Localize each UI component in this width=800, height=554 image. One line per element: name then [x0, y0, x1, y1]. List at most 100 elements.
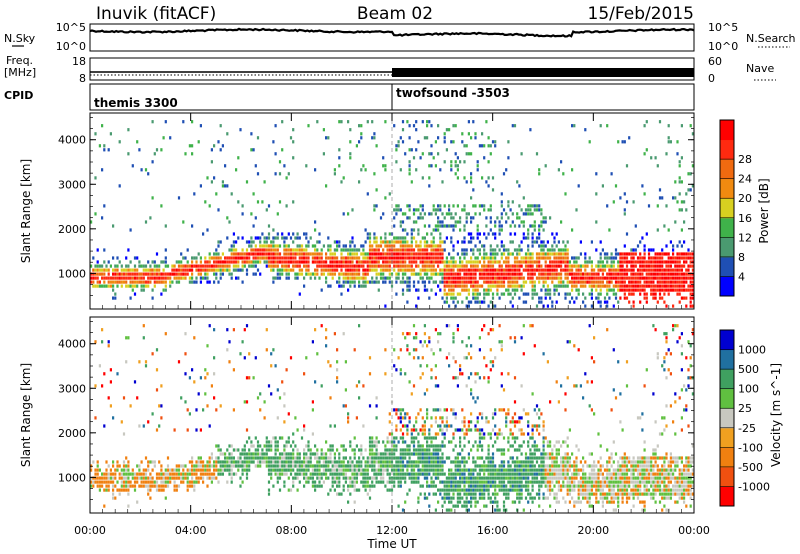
range-gate-cell [107, 464, 110, 468]
range-gate-cell [412, 448, 416, 452]
range-gate-cell [617, 140, 620, 144]
range-gate-cell [193, 480, 196, 484]
range-gate-cell [344, 248, 347, 252]
range-gate-cell [465, 152, 468, 156]
range-gate-cell [388, 192, 391, 196]
range-gate-cell [92, 284, 95, 288]
range-gate-cell [410, 480, 413, 484]
range-gate-cell [388, 268, 391, 272]
range-gate-cell [160, 484, 163, 488]
range-gate-cell [188, 276, 191, 280]
range-gate-cell [577, 272, 580, 276]
range-gate-cell [689, 280, 692, 284]
range-gate-cell [617, 280, 620, 284]
range-gate-cell [445, 280, 448, 284]
range-gate-cell [344, 404, 347, 408]
range-gate-cell [105, 284, 108, 288]
range-gate-cell [186, 428, 189, 432]
range-gate-cell [311, 452, 314, 456]
range-gate-cell [496, 432, 499, 436]
range-gate-cell [96, 460, 99, 464]
range-gate-cell [487, 284, 490, 288]
range-gate-cell [393, 452, 396, 456]
range-gate-cell [379, 464, 383, 468]
range-gate-cell [287, 248, 290, 252]
range-gate-cell [641, 260, 644, 264]
range-gate-cell [265, 348, 268, 352]
range-gate-cell [305, 244, 308, 248]
range-gate-cell [518, 272, 521, 276]
range-gate-cell [379, 456, 383, 460]
range-gate-cell [621, 276, 624, 280]
range-gate-cell [360, 168, 363, 172]
range-gate-cell [623, 284, 626, 288]
range-gate-cell [456, 376, 459, 380]
range-gate-cell [507, 284, 510, 288]
range-gate-cell [138, 472, 141, 476]
range-gate-cell [322, 152, 325, 156]
range-gate-cell [538, 256, 541, 260]
range-gate-cell [632, 284, 635, 288]
range-gate-cell [177, 272, 181, 276]
range-gate-cell [344, 256, 347, 260]
range-gate-cell [140, 476, 143, 480]
range-gate-cell [428, 340, 431, 344]
range-gate-cell [208, 472, 211, 476]
range-gate-cell [305, 236, 308, 240]
range-gate-cell [371, 280, 374, 284]
range-gate-cell [138, 424, 141, 428]
range-gate-cell [489, 348, 492, 352]
range-gate-cell [147, 464, 150, 468]
range-gate-cell [531, 292, 534, 296]
range-gate-cell [456, 284, 459, 288]
range-gate-cell [467, 456, 470, 460]
range-gate-cell [496, 292, 499, 296]
range-gate-cell [491, 284, 495, 288]
range-gate-cell [259, 456, 262, 460]
range-gate-cell [347, 264, 350, 268]
range-gate-cell [355, 476, 358, 480]
range-gate-cell [368, 484, 372, 488]
range-gate-cell [215, 456, 218, 460]
range-gate-cell [254, 452, 257, 456]
range-gate-cell [663, 284, 666, 288]
range-gate-cell [415, 420, 418, 424]
range-gate-cell [360, 132, 363, 136]
range-gate-cell [272, 244, 275, 248]
range-gate-cell [459, 228, 462, 232]
range-gate-cell [318, 264, 321, 268]
range-gate-cell [568, 292, 571, 296]
range-gate-cell [278, 396, 282, 400]
range-gate-cell [439, 220, 442, 224]
range-gate-cell [518, 264, 521, 268]
range-gate-cell [151, 352, 154, 356]
range-gate-cell [318, 472, 321, 476]
range-gate-cell [259, 260, 262, 264]
range-gate-cell [452, 448, 455, 452]
range-gate-cell [107, 476, 110, 480]
range-gate-cell [630, 284, 633, 288]
range-gate-cell [116, 276, 119, 280]
range-gate-cell [522, 232, 525, 236]
range-gate-cell [575, 276, 578, 280]
range-gate-cell [494, 232, 497, 236]
range-gate-cell [300, 464, 304, 468]
range-gate-cell [393, 464, 396, 468]
range-gate-cell [588, 260, 591, 264]
range-gate-cell [300, 436, 304, 440]
range-gate-cell [186, 248, 189, 252]
range-gate-cell [538, 208, 541, 212]
range-gate-cell [566, 240, 569, 244]
range-gate-cell [562, 172, 565, 176]
range-gate-cell [645, 284, 648, 288]
range-gate-cell [208, 204, 211, 208]
range-gate-cell [292, 128, 295, 132]
range-gate-cell [412, 476, 416, 480]
range-gate-cell [522, 292, 525, 296]
range-gate-cell [371, 464, 374, 468]
range-gate-cell [355, 480, 358, 484]
range-gate-cell [542, 284, 545, 288]
range-gate-cell [546, 288, 549, 292]
range-gate-cell [191, 476, 194, 480]
range-gate-cell [590, 288, 593, 292]
